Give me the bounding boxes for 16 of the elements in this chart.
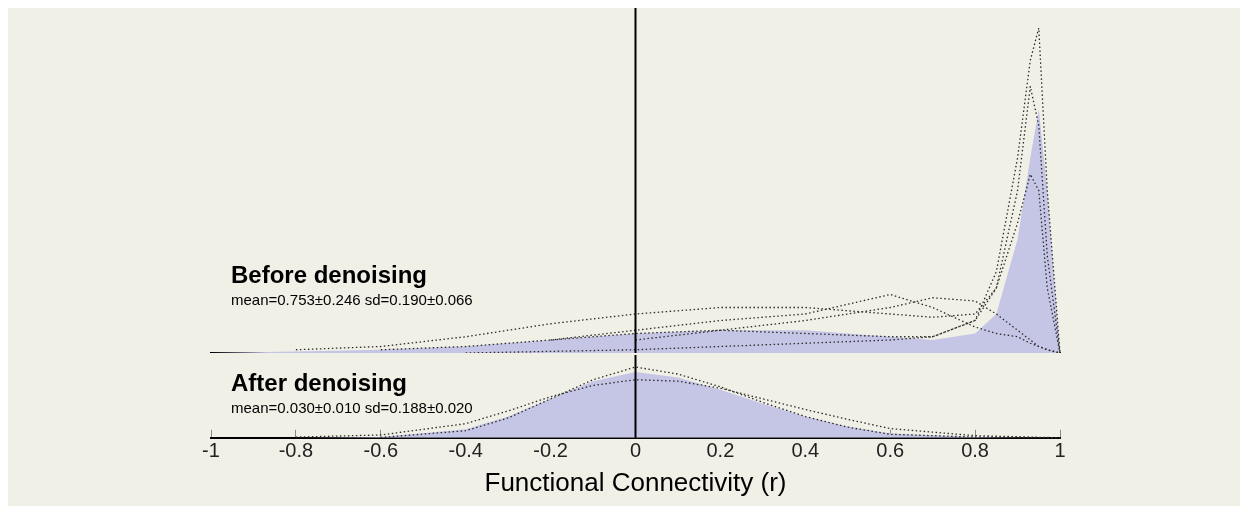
x-tick-label: -0.6 <box>363 439 399 462</box>
x-tick-label: 0.6 <box>876 439 905 462</box>
x-tick-label: -1 <box>202 439 220 462</box>
annotation: mean=0.753±0.246 sd=0.190±0.066 <box>231 291 473 308</box>
x-tick-label: -0.2 <box>533 439 568 462</box>
chart-title: After denoising <box>231 369 408 396</box>
text: Before denoising <box>231 261 428 288</box>
x-tick-label: 0.4 <box>791 439 820 462</box>
x-tick-label: 0 <box>629 439 642 462</box>
annotation: mean=0.030±0.010 sd=0.188±0.020 <box>231 399 473 416</box>
x-tick-label: 1 <box>1054 439 1066 462</box>
x-tick-label: 0.8 <box>961 439 990 462</box>
x-axis-title: Functional Connectivity (r) <box>484 466 787 497</box>
x-tick-label: 0.2 <box>706 439 735 462</box>
x-tick-label: -0.8 <box>278 439 314 462</box>
x-tick-label: -0.4 <box>448 439 483 462</box>
